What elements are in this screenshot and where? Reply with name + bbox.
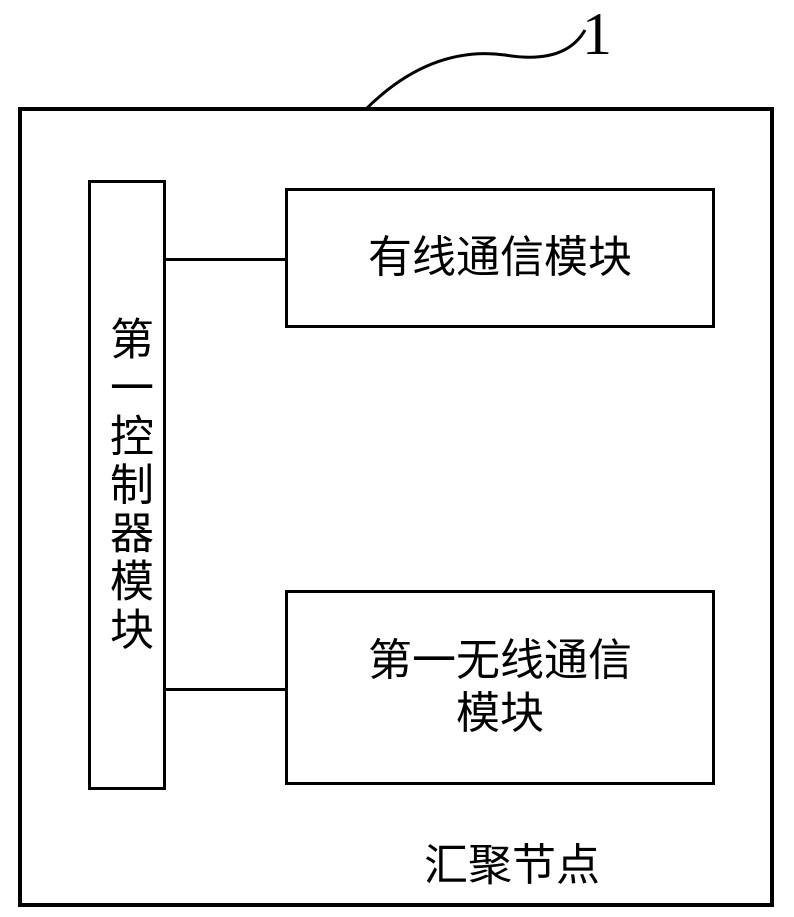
first-wireless-comm-module-box: 第一无线通信 模块 bbox=[285, 590, 715, 785]
wired-comm-module-label: 有线通信模块 bbox=[364, 232, 636, 285]
callout-curve bbox=[360, 25, 590, 115]
wireless-label-line1: 第一无线通信 bbox=[368, 636, 632, 685]
aggregation-node-title: 汇聚节点 bbox=[420, 840, 604, 893]
first-controller-module-label: 第一控制器模块 bbox=[105, 316, 149, 655]
aggregation-node-title-text: 汇聚节点 bbox=[420, 840, 604, 893]
wired-comm-module-box: 有线通信模块 bbox=[285, 188, 715, 328]
callout-label: 1 bbox=[582, 0, 612, 69]
first-wireless-comm-module-label: 第一无线通信 模块 bbox=[364, 635, 636, 741]
wireless-label-line2: 模块 bbox=[456, 689, 544, 738]
connector-controller-to-wired bbox=[166, 258, 285, 261]
connector-controller-to-wireless bbox=[166, 688, 285, 691]
diagram-canvas: 1 汇聚节点 第一控制器模块 有线通信模块 第一无线通信 模块 bbox=[0, 0, 794, 917]
first-controller-module-box: 第一控制器模块 bbox=[88, 180, 166, 790]
